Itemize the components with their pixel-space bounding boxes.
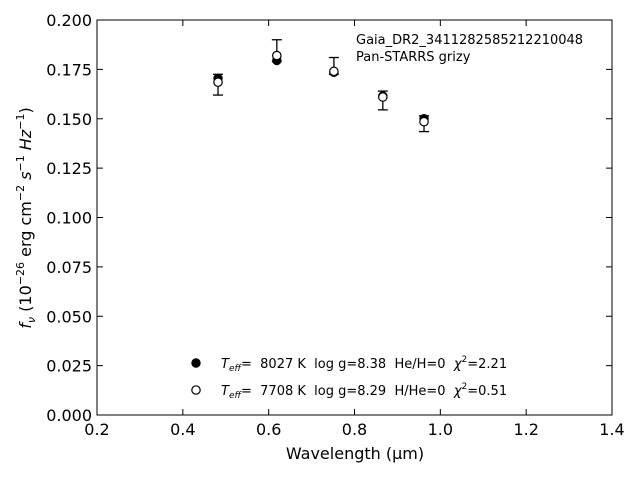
observed-point	[329, 66, 339, 77]
axis-ticks	[96, 19, 613, 416]
legend-entry-model-1: Teff= 8027 K log g=8.38 He/H=0 χ2=2.21	[221, 355, 507, 374]
y-tick-label: 0.050	[46, 307, 92, 326]
y-tick-label: 0.100	[46, 209, 92, 228]
annotation-filter-set: Pan-STARRS grizy	[356, 50, 471, 65]
y-tick-label: 0.150	[46, 110, 92, 129]
observed-point	[378, 92, 388, 102]
y-tick-label: 0.025	[46, 357, 92, 376]
y-tick-label: 0.175	[46, 60, 92, 79]
x-tick-label: 1.4	[599, 420, 624, 439]
annotation-star-id: Gaia_DR2_3411282585212210048	[356, 33, 583, 48]
x-axis-label: Wavelength (μm)	[286, 444, 424, 463]
y-tick-label: 0.000	[46, 406, 92, 425]
legend-entry-model-2: Teff= 7708 K log g=8.29 H/He=0 χ2=0.51	[221, 382, 507, 401]
x-tick-label: 0.4	[170, 420, 195, 439]
y-tick-label: 0.125	[46, 159, 92, 178]
axis-tick-labels: 0.2 0.4 0.6 0.8 1.0 1.2 1.4 0.000 0.025 0.050 0.07…	[46, 11, 625, 439]
x-tick-label: 1.0	[428, 420, 453, 439]
legend-marker-filled-circle	[191, 358, 201, 368]
observed-points	[213, 50, 429, 127]
x-tick-label: 0.2	[84, 420, 109, 439]
x-tick-label: 1.2	[513, 420, 538, 439]
y-axis-label: fν (10−26 erg cm−2 s−1 Hz−1)	[14, 107, 38, 328]
observed-point	[419, 116, 429, 127]
observed-point	[213, 77, 223, 88]
legend: Teff= 8027 K log g=8.38 He/H=0 χ2=2.21 T…	[191, 355, 507, 401]
x-tick-label: 0.6	[256, 420, 281, 439]
x-tick-label: 0.8	[342, 420, 367, 439]
observed-point	[272, 50, 282, 61]
legend-marker-open-circle	[191, 385, 201, 395]
y-tick-label: 0.200	[46, 11, 92, 30]
y-tick-label: 0.075	[46, 258, 92, 277]
